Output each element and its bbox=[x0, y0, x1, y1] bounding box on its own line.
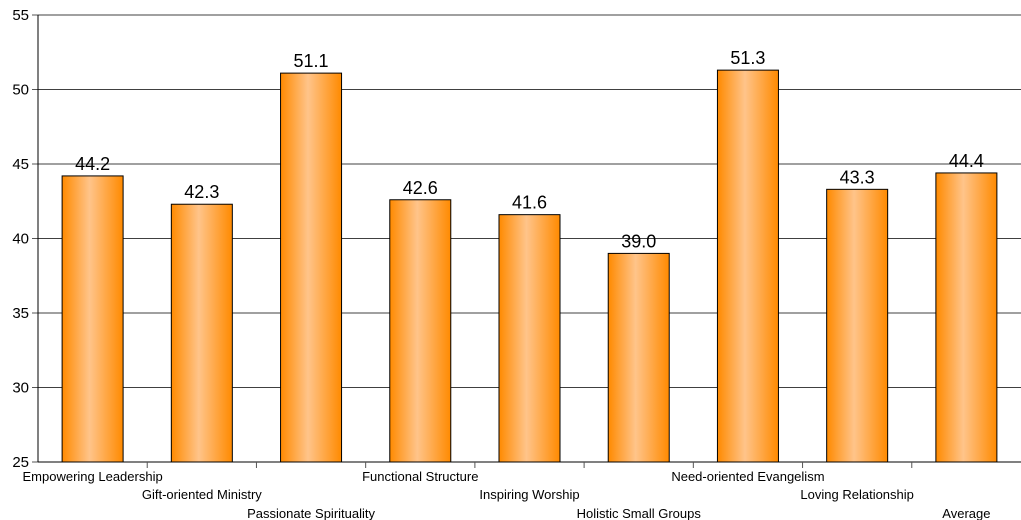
data-label: 44.2 bbox=[75, 154, 110, 174]
y-tick-label: 40 bbox=[12, 231, 29, 248]
category-label: Need-oriented Evangelism bbox=[671, 469, 824, 484]
bars bbox=[61, 69, 998, 463]
y-tick-label: 30 bbox=[12, 380, 29, 397]
data-label: 43.3 bbox=[840, 167, 875, 187]
data-label: 51.3 bbox=[730, 48, 765, 68]
labels: 25 30 35 40 45 50 55 44.2 Empowering Leadership 4… bbox=[12, 7, 990, 520]
y-tick-label: 35 bbox=[12, 305, 29, 322]
bar bbox=[716, 69, 779, 463]
category-label: Average bbox=[942, 506, 990, 520]
category-label: Functional Structure bbox=[362, 469, 478, 484]
bar bbox=[280, 72, 343, 463]
data-label: 41.6 bbox=[512, 193, 547, 213]
data-label: 42.6 bbox=[403, 178, 438, 198]
category-label: Loving Relationship bbox=[800, 487, 913, 502]
data-label: 44.4 bbox=[949, 151, 984, 171]
category-label: Passionate Spirituality bbox=[247, 506, 375, 520]
category-label: Inspiring Worship bbox=[479, 487, 579, 502]
data-label: 51.1 bbox=[294, 51, 329, 71]
y-tick-label: 45 bbox=[12, 156, 29, 173]
category-label: Holistic Small Groups bbox=[577, 506, 702, 520]
bar bbox=[61, 175, 124, 463]
y-tick-label: 55 bbox=[12, 7, 29, 24]
bar bbox=[607, 252, 670, 463]
bar bbox=[389, 199, 452, 463]
y-tick-label: 25 bbox=[12, 454, 29, 471]
category-label: Gift-oriented Ministry bbox=[142, 487, 262, 502]
bar bbox=[498, 214, 561, 463]
bar bbox=[826, 188, 889, 463]
bar bbox=[935, 172, 998, 463]
data-label: 39.0 bbox=[621, 231, 656, 251]
bar bbox=[170, 203, 233, 463]
y-tick-label: 50 bbox=[12, 82, 29, 99]
data-label: 42.3 bbox=[184, 182, 219, 202]
category-label: Empowering Leadership bbox=[23, 469, 163, 484]
